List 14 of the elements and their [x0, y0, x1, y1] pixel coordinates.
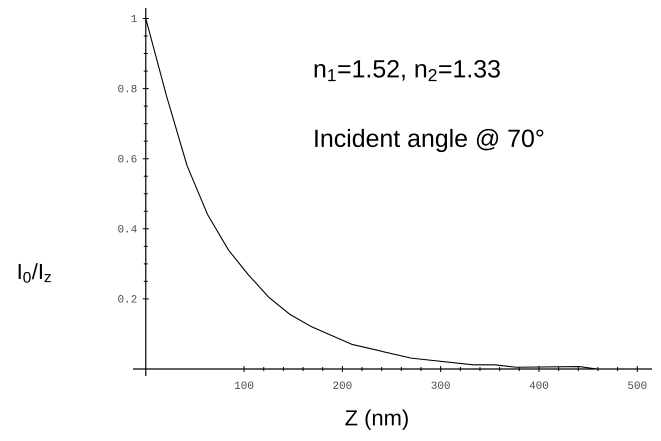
y-tick-label: 0.8 [118, 84, 137, 92]
y-tick-label: 1 [131, 14, 137, 22]
annotation: Incident angle @ 70° [315, 128, 544, 152]
y-tick-label: 0.2 [118, 295, 136, 303]
annotation: n$_{1}$=1.52, n$_{2}$=1.33 [314, 60, 500, 82]
x-tick-label: 100 [235, 382, 254, 389]
x-tick-label: 300 [431, 382, 450, 389]
x-axis-title: Z (nm) [345, 410, 408, 430]
x-tick-label: 500 [628, 382, 646, 389]
y-axis-title: I$_{0}$/I$_{z}$ [18, 263, 51, 283]
x-tick-label: 400 [530, 382, 548, 389]
y-tick-label: 0.4 [118, 225, 137, 233]
y-tick-label: 0.6 [118, 154, 137, 162]
x-tick-label: 200 [333, 382, 352, 389]
